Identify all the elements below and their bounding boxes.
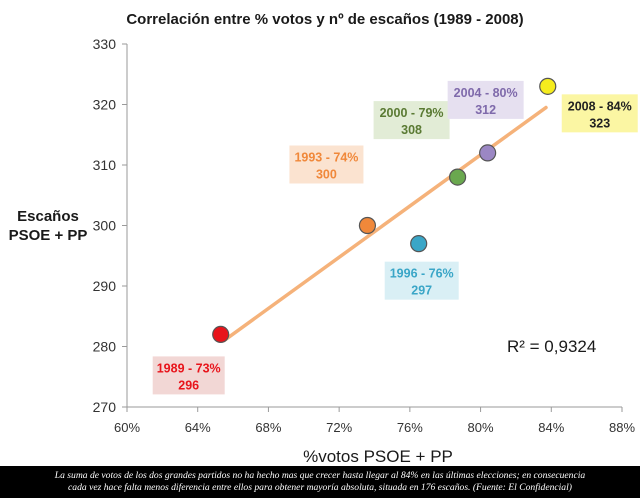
- point-label-seats: 297: [411, 284, 432, 298]
- point-label-seats: 300: [316, 168, 337, 182]
- x-tick-label: 60%: [114, 420, 140, 435]
- caption: La suma de votos de los dos grandes part…: [0, 466, 640, 498]
- x-tick-label: 68%: [255, 420, 281, 435]
- caption-line-1: La suma de votos de los dos grandes part…: [54, 470, 586, 481]
- y-tick-label: 270: [93, 399, 117, 415]
- point-label-seats: 296: [178, 378, 199, 392]
- point-label-seats: 308: [401, 123, 422, 137]
- y-tick-label: 290: [93, 278, 117, 294]
- y-axis-title-line-1: Escaños: [17, 208, 79, 225]
- chart-title: Correlación entre % votos y nº de escaño…: [126, 11, 523, 28]
- point-label-seats: 323: [589, 116, 610, 130]
- point-label-year: 1993 - 74%: [294, 151, 358, 165]
- x-tick-label: 76%: [397, 420, 423, 435]
- point-label-box: [373, 101, 450, 140]
- point-labels: 1989 - 73% 296 1993 - 74% 300 1996 - 76% 297 2…: [152, 80, 638, 395]
- y-tick-label: 330: [93, 36, 117, 52]
- caption-line-2: cada vez hace falta menos diferencia ent…: [68, 482, 572, 493]
- point-label-year: 1989 - 73%: [157, 361, 221, 375]
- x-axis-title: %votos PSOE + PP: [303, 447, 453, 466]
- x-tick-label: 80%: [468, 420, 494, 435]
- data-point: [212, 325, 230, 343]
- y-tick-label: 280: [93, 339, 117, 355]
- point-label-box: [384, 261, 459, 300]
- data-points: [212, 77, 557, 343]
- point-label-seats: 312: [475, 103, 496, 117]
- x-ticks: 60% 64% 68% 72% 76% 80% 84% 88%: [114, 407, 635, 435]
- data-point: [479, 144, 497, 162]
- y-ticks: 270 280 290 300 310 320 330: [93, 36, 127, 415]
- y-tick-label: 300: [93, 218, 117, 234]
- scatter-chart: Correlación entre % votos y nº de escaño…: [9, 11, 638, 466]
- trendline: [222, 105, 548, 343]
- y-axis-title-line-2: PSOE + PP: [9, 227, 88, 244]
- x-tick-label: 88%: [609, 420, 635, 435]
- point-label-year: 2008 - 84%: [568, 99, 632, 113]
- r-squared-annotation: R² = 0,9324: [507, 337, 596, 356]
- data-point: [410, 235, 428, 253]
- point-label-box: [561, 94, 638, 133]
- trendline-group: [222, 105, 548, 343]
- data-point: [358, 216, 377, 235]
- point-label-box: [152, 356, 225, 395]
- y-tick-label: 310: [93, 157, 117, 173]
- x-tick-label: 84%: [538, 420, 564, 435]
- point-label-year: 2004 - 80%: [454, 86, 518, 100]
- point-label-year: 2000 - 79%: [380, 106, 444, 120]
- y-tick-label: 320: [93, 97, 117, 113]
- x-tick-label: 72%: [326, 420, 352, 435]
- data-point: [448, 168, 467, 186]
- point-label-year: 1996 - 76%: [390, 267, 454, 281]
- x-tick-label: 64%: [185, 420, 211, 435]
- point-label-box: [447, 80, 524, 119]
- point-label-box: [289, 145, 364, 184]
- data-point: [539, 77, 557, 95]
